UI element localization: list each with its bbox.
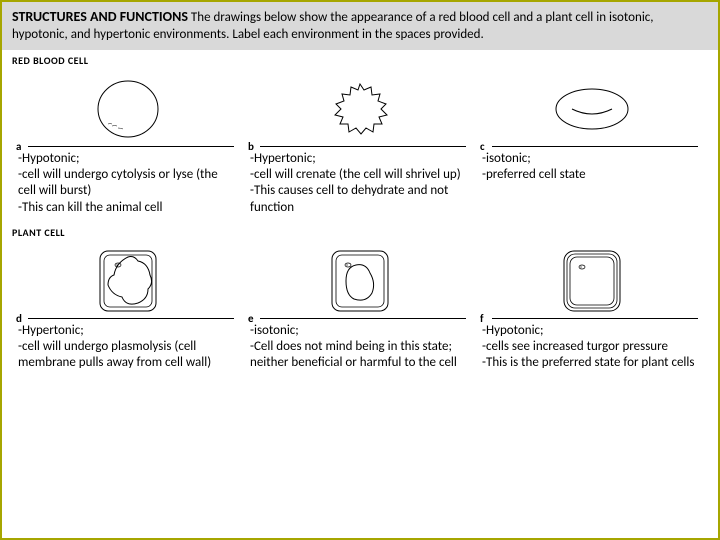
header-block: STRUCTURES AND FUNCTIONS The drawings be… bbox=[2, 2, 718, 50]
plant-image-row: d e f bbox=[2, 239, 718, 323]
rbc-text-a: -Hypotonic; -cell will undergo cytolysis… bbox=[12, 151, 244, 222]
plant-text-f: -Hypotonic; -cells see increased turgor … bbox=[476, 323, 708, 378]
rbc-cell-a: a bbox=[12, 67, 244, 151]
rbc-hypertonic-icon bbox=[315, 74, 405, 144]
plant-text-e-p: -isotonic; -Cell does not mind being in … bbox=[250, 323, 468, 372]
plant-isotonic-icon bbox=[320, 243, 400, 319]
rbc-image-row: a b c bbox=[2, 67, 718, 151]
plant-text-e: -isotonic; -Cell does not mind being in … bbox=[244, 323, 476, 378]
plant-hypertonic-icon bbox=[88, 243, 168, 319]
plant-text-d-p: -Hypertonic; -cell will undergo plasmoly… bbox=[18, 323, 236, 372]
blank-line-b bbox=[260, 146, 466, 147]
rbc-text-a-p: -Hypotonic; -cell will undergo cytolysis… bbox=[18, 151, 236, 216]
plant-text-d: -Hypertonic; -cell will undergo plasmoly… bbox=[12, 323, 244, 378]
blank-line-a bbox=[28, 146, 234, 147]
blank-line-f bbox=[492, 318, 698, 319]
rbc-section-label: RED BLOOD CELL bbox=[2, 50, 718, 67]
plant-hypotonic-icon bbox=[552, 243, 632, 319]
plant-text-row: -Hypertonic; -cell will undergo plasmoly… bbox=[2, 323, 718, 378]
rbc-text-c-p: -isotonic; -preferred cell state bbox=[482, 151, 700, 184]
blank-line-d bbox=[28, 318, 234, 319]
blank-line-e bbox=[260, 318, 466, 319]
plant-cell-e: e bbox=[244, 239, 476, 323]
rbc-text-c: -isotonic; -preferred cell state bbox=[476, 151, 708, 222]
rbc-hypotonic-icon bbox=[88, 74, 168, 144]
header-title: STRUCTURES AND FUNCTIONS bbox=[12, 8, 188, 25]
plant-text-f-p: -Hypotonic; -cells see increased turgor … bbox=[482, 323, 700, 372]
rbc-isotonic-icon bbox=[547, 79, 637, 139]
plant-cell-d: d bbox=[12, 239, 244, 323]
rbc-cell-b: b bbox=[244, 67, 476, 151]
rbc-text-b: -Hypertonic; -cell will crenate (the cel… bbox=[244, 151, 476, 222]
rbc-cell-c: c bbox=[476, 67, 708, 151]
rbc-text-b-p: -Hypertonic; -cell will crenate (the cel… bbox=[250, 151, 468, 216]
plant-section-label: PLANT CELL bbox=[2, 222, 718, 239]
blank-line-c bbox=[492, 146, 698, 147]
rbc-text-row: -Hypotonic; -cell will undergo cytolysis… bbox=[2, 151, 718, 222]
plant-cell-f: f bbox=[476, 239, 708, 323]
